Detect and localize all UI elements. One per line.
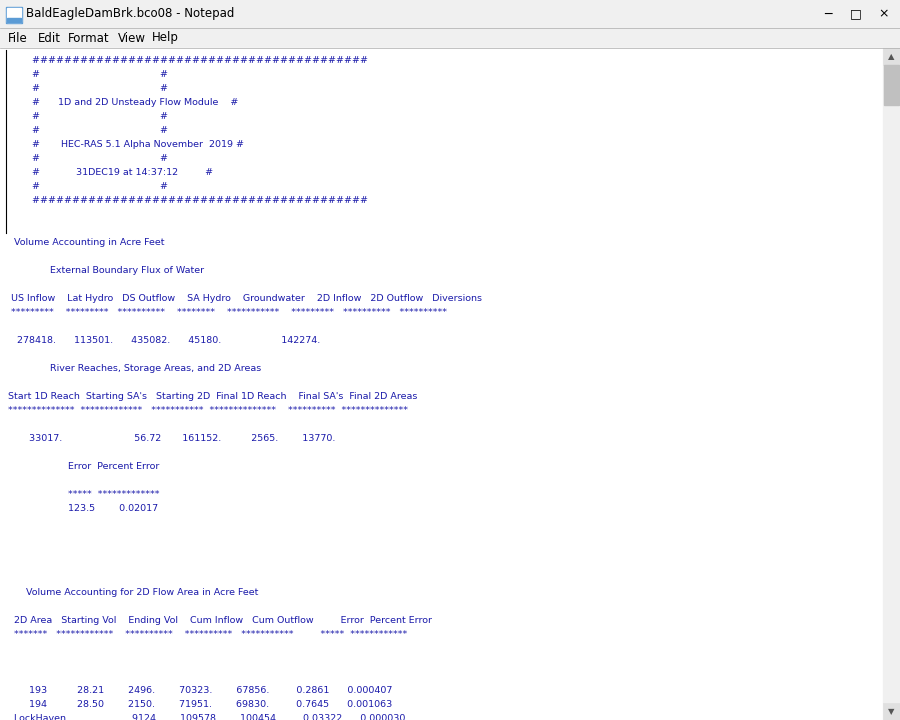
Bar (814, 0, 842, 28)
Text: ─: ─ (824, 7, 832, 20)
Text: Help: Help (152, 32, 179, 45)
Text: File: File (8, 32, 28, 45)
Text: Error  Percent Error: Error Percent Error (8, 462, 159, 471)
Text: ▲: ▲ (888, 52, 895, 61)
Text: ▼: ▼ (888, 707, 895, 716)
Text: □: □ (850, 7, 862, 20)
Text: *******   ************    **********    **********   ***********         *****  : ******* ************ ********** ********… (8, 630, 407, 639)
Text: US Inflow    Lat Hydro   DS Outflow    SA Hydro    Groundwater    2D Inflow   2D: US Inflow Lat Hydro DS Outflow SA Hydro … (8, 294, 482, 303)
Text: #            31DEC19 at 14:37:12         #: # 31DEC19 at 14:37:12 # (8, 168, 213, 177)
Text: ##########################################: ########################################… (8, 196, 368, 205)
Text: #                                        #: # # (8, 126, 168, 135)
Text: Format: Format (68, 32, 110, 45)
Text: Volume Accounting in Acre Feet: Volume Accounting in Acre Feet (8, 238, 165, 247)
Bar (883, 48, 900, 720)
Text: External Boundary Flux of Water: External Boundary Flux of Water (8, 266, 204, 275)
Text: #                                        #: # # (8, 84, 168, 93)
Text: LockHaven                      9124.       109578.       100454.        0.03322 : LockHaven 9124. 109578. 100454. 0.03322 (8, 714, 405, 720)
Text: 123.5        0.02017: 123.5 0.02017 (8, 504, 158, 513)
Text: #                                        #: # # (8, 154, 168, 163)
Bar (0, 0, 900, 28)
Bar (883, 48, 900, 65)
Text: 193          28.21        2496.        70323.        67856.         0.2861      : 193 28.21 2496. 70323. 67856. 0.2861 (8, 686, 392, 695)
Text: *********    *********   **********    ********    ***********    *********   **: ********* ********* ********** ******** … (8, 308, 447, 317)
Text: Edit: Edit (38, 32, 61, 45)
Text: BaldEagleDamBrk.bco08 - Notepad: BaldEagleDamBrk.bco08 - Notepad (26, 7, 234, 20)
Text: 2D Area   Starting Vol    Ending Vol    Cum Inflow   Cum Outflow         Error  : 2D Area Starting Vol Ending Vol Cum Infl… (8, 616, 432, 625)
Text: #                                        #: # # (8, 182, 168, 191)
Text: Volume Accounting for 2D Flow Area in Acre Feet: Volume Accounting for 2D Flow Area in Ac… (8, 588, 258, 597)
Bar (6, 7, 22, 23)
Text: 33017.                        56.72       161152.          2565.        13770.: 33017. 56.72 161152. 2565. 13770. (8, 434, 336, 443)
Text: #                                        #: # # (8, 70, 168, 79)
Bar (883, 703, 900, 720)
Text: #       HEC-RAS 5.1 Alpha November  2019 #: # HEC-RAS 5.1 Alpha November 2019 # (8, 140, 244, 149)
Text: #      1D and 2D Unsteady Flow Module    #: # 1D and 2D Unsteady Flow Module # (8, 98, 238, 107)
Text: *****  *************: ***** ************* (8, 490, 159, 499)
Bar (7, 8, 21, 22)
Bar (0, 28, 900, 48)
Text: View: View (118, 32, 146, 45)
Text: ##########################################: ########################################… (8, 56, 368, 65)
Text: #                                        #: # # (8, 112, 168, 121)
Bar (842, 0, 870, 28)
Bar (870, 0, 898, 28)
Text: River Reaches, Storage Areas, and 2D Areas: River Reaches, Storage Areas, and 2D Are… (8, 364, 261, 373)
Text: ×: × (878, 7, 889, 20)
Bar (7, 18, 21, 22)
Text: **************  *************   ***********  **************    **********  *****: ************** ************* ***********… (8, 406, 408, 415)
Text: Start 1D Reach  Starting SA's   Starting 2D  Final 1D Reach    Final SA's  Final: Start 1D Reach Starting SA's Starting 2D… (8, 392, 418, 401)
Bar (884, 65, 899, 105)
Text: 194          28.50        2150.        71951.        69830.         0.7645      : 194 28.50 2150. 71951. 69830. 0.7645 (8, 700, 392, 709)
Text: 278418.      113501.      435082.      45180.                    142274.: 278418. 113501. 435082. 45180. 142274. (8, 336, 320, 345)
